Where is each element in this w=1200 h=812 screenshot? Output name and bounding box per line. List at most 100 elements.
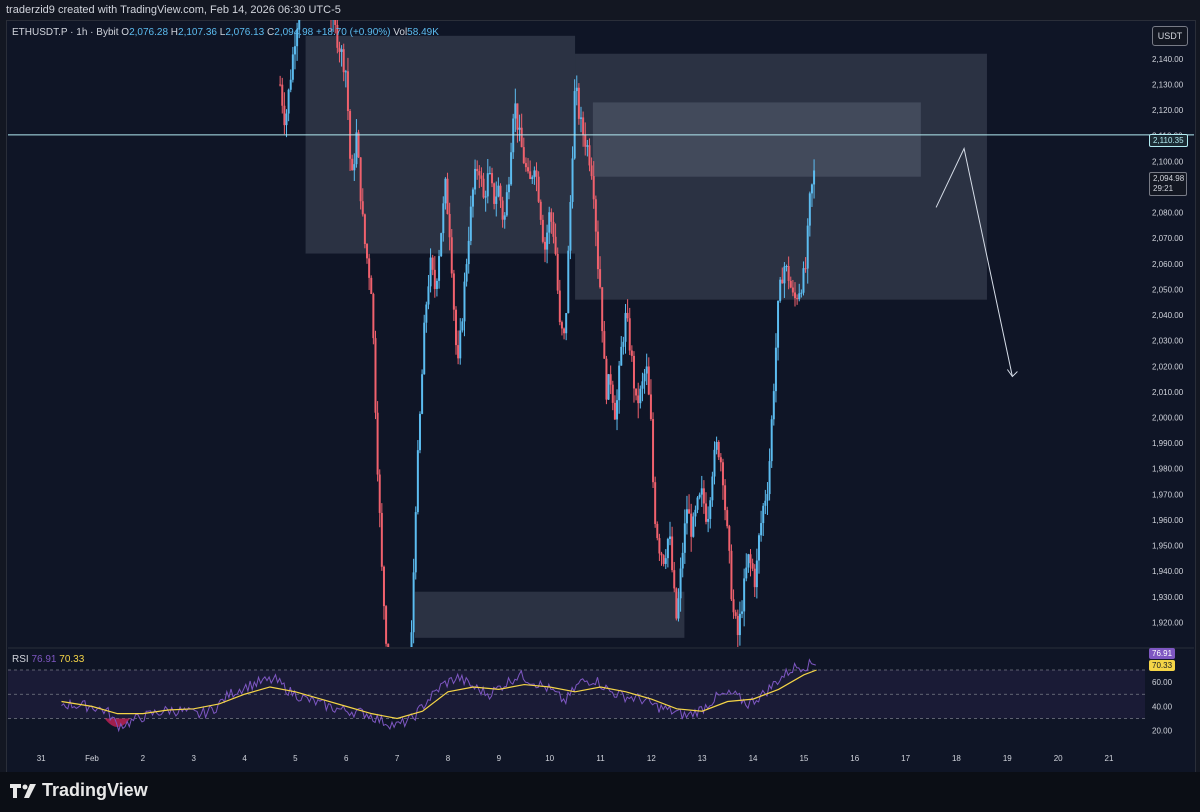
candle-body	[382, 566, 385, 607]
candle-body	[524, 163, 527, 168]
candle-body	[766, 494, 769, 501]
candle-body	[702, 488, 705, 504]
x-tick-label: 16	[850, 754, 859, 763]
candles	[279, 20, 816, 647]
tradingview-logo[interactable]: TradingView	[10, 780, 148, 801]
candle-body	[374, 338, 377, 413]
candle-body	[351, 158, 354, 171]
candle-body	[690, 513, 693, 537]
candle-body	[387, 643, 390, 647]
candle-body	[577, 87, 580, 119]
candle-body	[622, 341, 625, 347]
candle-body	[794, 292, 797, 299]
low-value: 2,076.13	[225, 27, 265, 38]
ohlc-legend: ETHUSDT.P · 1h · Bybit O2,076.28 H2,107.…	[12, 27, 439, 38]
candle-body	[728, 526, 731, 551]
candle-body	[529, 171, 532, 179]
zone-box-1	[575, 53, 987, 300]
candle-body	[423, 322, 426, 375]
candle-body	[785, 266, 788, 268]
candle-body	[813, 170, 816, 185]
candle-body	[416, 450, 419, 513]
open-key: O	[121, 27, 130, 38]
candle-body	[493, 183, 496, 204]
candle-body	[709, 500, 712, 519]
candle-body	[291, 54, 294, 80]
hline-price-tag: 2,110.35	[1149, 134, 1188, 147]
candle-body	[798, 293, 801, 300]
candle-body	[588, 145, 591, 166]
candle-body	[641, 381, 644, 389]
x-tick-label: 18	[952, 754, 961, 763]
rsi-tick-label: 60.00	[1152, 678, 1173, 687]
candle-body	[575, 87, 578, 92]
candle-body	[378, 474, 381, 513]
candle-body	[412, 572, 415, 633]
candle-body	[361, 201, 364, 215]
x-tick-label: 7	[395, 754, 400, 763]
candle-body	[777, 300, 780, 348]
candle-body	[592, 176, 595, 200]
candle-body	[516, 103, 519, 130]
candle-body	[715, 441, 718, 450]
candle-body	[800, 292, 803, 294]
candle-body	[694, 509, 697, 517]
x-tick-label: 31	[37, 754, 46, 763]
candle-body	[616, 400, 619, 420]
candle-body	[662, 555, 665, 564]
candle-body	[685, 509, 688, 524]
candle-body	[552, 221, 555, 237]
candle-body	[569, 201, 572, 251]
attribution-text: traderzid9 created with TradingView.com,…	[6, 4, 341, 16]
candle-body	[639, 388, 642, 404]
candle-body	[688, 509, 691, 514]
y-tick-label: 2,030.00	[1152, 337, 1184, 346]
candle-body	[586, 145, 589, 147]
candle-body	[556, 253, 559, 291]
candle-body	[705, 503, 708, 522]
candle-body	[482, 178, 485, 198]
candle-body	[467, 240, 470, 265]
candle-body	[368, 258, 371, 278]
candle-body	[656, 523, 659, 539]
candle-body	[279, 84, 282, 86]
candle-body	[340, 49, 343, 52]
candle-body	[643, 373, 646, 382]
candle-body	[736, 615, 739, 636]
candle-body	[808, 193, 811, 226]
candle-body	[461, 321, 464, 331]
volume-key: Vol	[393, 27, 408, 38]
x-tick-label: 9	[497, 754, 502, 763]
candle-body	[584, 134, 587, 147]
candle-body	[376, 412, 379, 475]
candle-body	[435, 280, 438, 289]
candle-body	[635, 388, 638, 396]
y-tick-label: 2,140.00	[1152, 55, 1184, 64]
candle-body	[645, 366, 648, 374]
candle-body	[749, 554, 752, 564]
candle-body	[287, 89, 290, 114]
y-tick-label: 2,050.00	[1152, 285, 1184, 294]
y-tick-label: 2,040.00	[1152, 311, 1184, 320]
candle-body	[431, 257, 434, 270]
candle-body	[503, 215, 506, 220]
change-value: +18.70 (+0.90%)	[315, 27, 391, 38]
currency-button[interactable]: USDT	[1152, 26, 1188, 46]
candle-body	[618, 365, 621, 401]
candle-body	[518, 127, 521, 130]
candle-body	[344, 71, 347, 73]
candle-body	[726, 510, 729, 527]
candle-body	[442, 203, 445, 234]
candle-body	[789, 280, 792, 288]
x-tick-label: 19	[1003, 754, 1012, 763]
symbol-label[interactable]: ETHUSDT.P · 1h · Bybit	[12, 27, 119, 38]
rsi-ma-value: 70.33	[59, 654, 85, 665]
candle-body	[630, 350, 633, 356]
candle-body	[732, 599, 735, 613]
candle-body	[527, 167, 530, 172]
candle-body	[596, 231, 599, 270]
candle-body	[510, 152, 513, 185]
x-tick-label: 11	[596, 754, 605, 763]
candle-body	[476, 168, 479, 172]
